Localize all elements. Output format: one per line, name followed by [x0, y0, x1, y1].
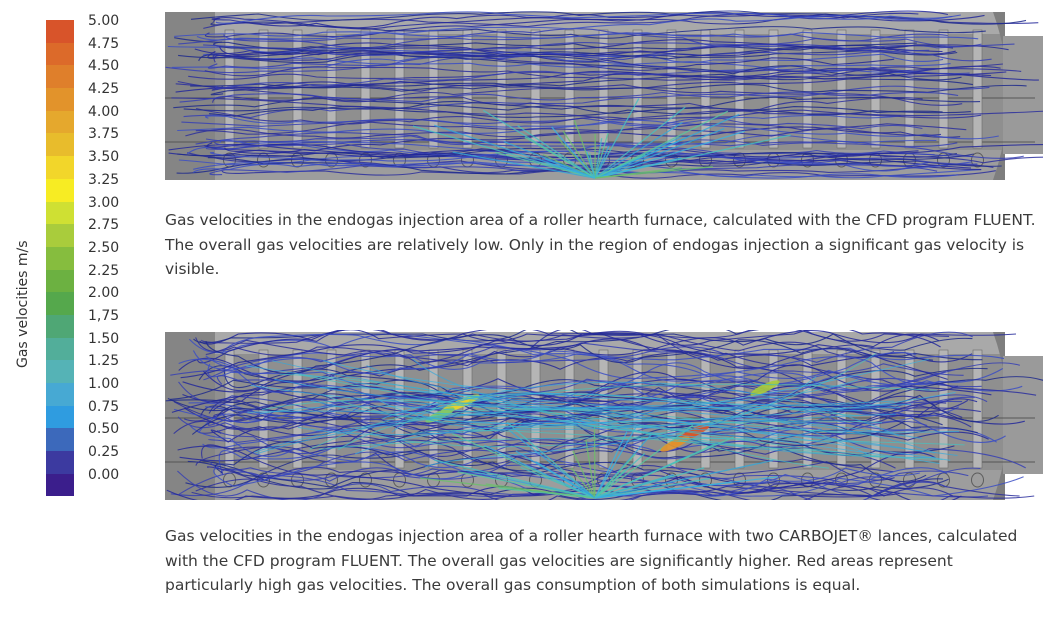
scale-tick-label: 1.00 [88, 376, 120, 392]
simulation-caption-2: Gas velocities in the endogas injection … [165, 527, 1018, 594]
color-swatch [46, 156, 74, 179]
color-swatch [46, 201, 74, 225]
color-scale-bar [46, 20, 74, 497]
color-swatch [46, 20, 74, 43]
color-swatch [46, 133, 74, 157]
scale-tick-label: 4.00 [88, 103, 120, 120]
scale-tick-label: 1,75 [88, 307, 120, 324]
scale-tick-label: 3.75 [88, 126, 120, 143]
color-swatch [46, 383, 74, 406]
scale-tick-label: 0.75 [88, 398, 120, 415]
scale-tick-label: 2.75 [88, 217, 120, 234]
color-swatch [46, 269, 74, 293]
scale-tick-label: 1.25 [88, 353, 120, 370]
color-swatch [46, 224, 74, 247]
color-swatch [46, 178, 74, 202]
color-swatch [46, 405, 74, 429]
color-swatch [46, 292, 74, 315]
scale-tick-label: 2.00 [88, 285, 120, 302]
scale-tick-label: 3.25 [88, 171, 120, 188]
scale-tick-label: 0.25 [88, 444, 120, 461]
scale-tick-label: 4.25 [88, 81, 120, 98]
simulation-caption-1: Gas velocities in the endogas injection … [165, 211, 1036, 278]
color-swatch [46, 428, 74, 452]
color-swatch [46, 314, 74, 338]
scale-tick-label: 3.50 [88, 149, 120, 166]
color-swatch [46, 360, 74, 383]
scale-tick-label: 4.75 [88, 35, 120, 52]
scale-tick-label: 2.50 [88, 239, 120, 256]
color-swatch [46, 110, 74, 134]
simulation-image-2 [165, 330, 1043, 500]
simulation-image-1 [165, 10, 1043, 180]
color-scale-ticks: 5.00 4.75 4.50 4.25 4.00 3.75 3.50 3.25 3.00 2.75… [88, 10, 119, 486]
scale-tick-label: 2.25 [88, 262, 120, 279]
color-swatch [46, 246, 74, 270]
color-swatch [46, 451, 74, 474]
scale-tick-label: 3.00 [88, 194, 120, 211]
scale-tick-label: 0.00 [88, 466, 120, 483]
color-swatch [46, 42, 74, 66]
color-swatch [46, 337, 74, 361]
color-swatch [46, 473, 74, 497]
scale-tick-label: 5.00 [88, 13, 120, 29]
scale-tick-label: 0.50 [88, 421, 120, 438]
scale-tick-label: 1.50 [88, 330, 120, 347]
color-swatch [46, 65, 74, 89]
color-swatch [46, 88, 74, 111]
scale-tick-label: 4.50 [88, 58, 120, 75]
legend-title: Gas velocities m/s [15, 240, 31, 369]
